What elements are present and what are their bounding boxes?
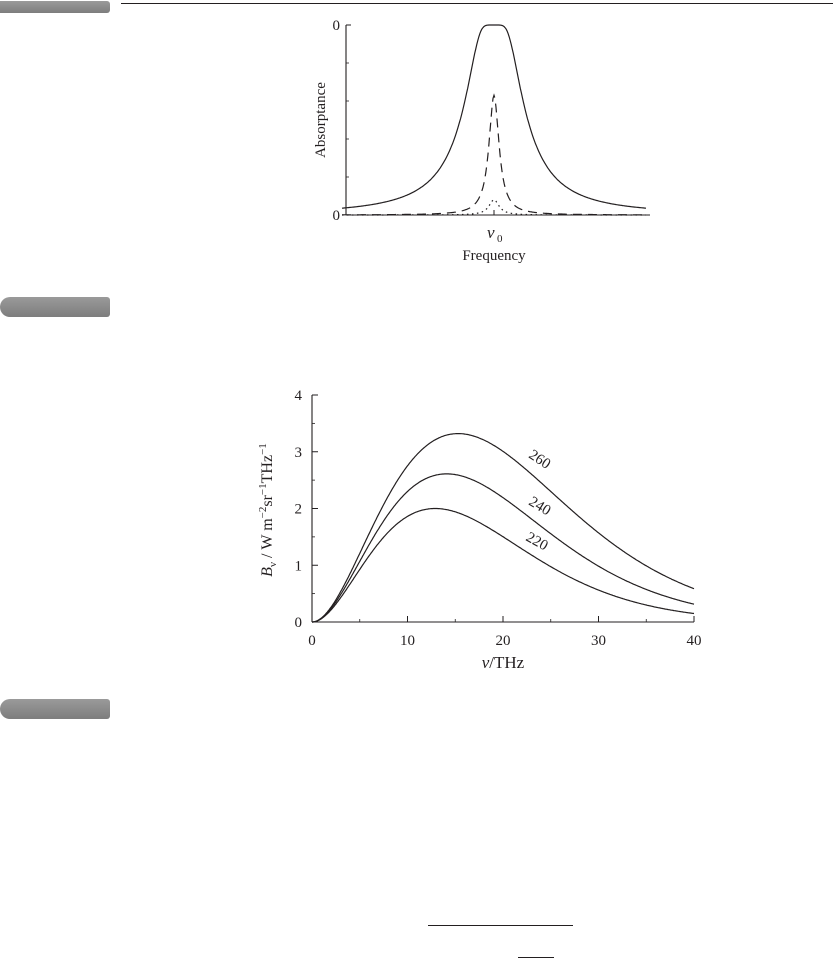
chart2-y-tick-label: 4	[295, 388, 303, 404]
chart1-y-tick-label-1: 0	[333, 18, 341, 34]
chart1-y-tick-label-0: 0	[333, 208, 341, 224]
chart2-y-tick-label: 1	[295, 558, 303, 574]
chart1-x-tick-label-nu: ν	[487, 223, 495, 242]
chart1-y-axis-label: Absorptance	[313, 82, 329, 158]
chart1-series-dotted	[342, 199, 646, 216]
chart2-series-240	[312, 473, 695, 623]
fraction-rule-short	[518, 957, 554, 958]
planck-chart: 0 10 20 30 40 0 1 2 3 4 260 240 220 ν/THz Bν / W m−…	[257, 388, 702, 672]
header-rule	[121, 3, 833, 4]
chart2-y-tick-label: 3	[295, 445, 303, 461]
chart2-series-label-240: 240	[526, 494, 554, 519]
chart1-x-tick-label-sub: 0	[497, 233, 503, 245]
chart2-x-axis-label: ν/THz	[482, 653, 525, 672]
chart2-y-axis-label: Bν / W m−2sr−1THz−1	[257, 443, 279, 577]
chart2-x-tick-label: 10	[400, 633, 415, 649]
chart2-ticks: 0 10 20 30 40 0 1 2 3 4	[295, 388, 702, 649]
chart2-series-260	[312, 433, 695, 623]
chart2-y-tick-label: 2	[295, 502, 303, 518]
chart2-x-tick-label: 40	[687, 633, 702, 649]
chart2-x-tick-label: 30	[591, 633, 606, 649]
chart1-series-solid	[341, 24, 647, 209]
chart2-y-tick-label: 0	[295, 615, 303, 631]
fraction-rule	[428, 925, 573, 926]
chart2-x-tick-label: 20	[496, 633, 511, 649]
absorptance-chart: 0 0 ν 0 Frequency Absorptance	[313, 18, 650, 264]
chart2-x-tick-label: 0	[308, 633, 316, 649]
chart2-axes	[311, 395, 694, 623]
section-tab-2	[0, 297, 110, 317]
chart2-series-label-260: 260	[526, 447, 554, 473]
chart1-axes	[345, 24, 650, 216]
chart2-series-group: 260 240 220	[312, 433, 695, 623]
chart1-x-axis-label: Frequency	[462, 248, 526, 264]
section-tab-3	[0, 699, 110, 719]
chart2-series-label-220: 220	[523, 529, 550, 554]
section-tab-1	[0, 1, 110, 13]
chart2-series-220	[312, 507, 695, 623]
chart1-series-group	[341, 24, 647, 216]
